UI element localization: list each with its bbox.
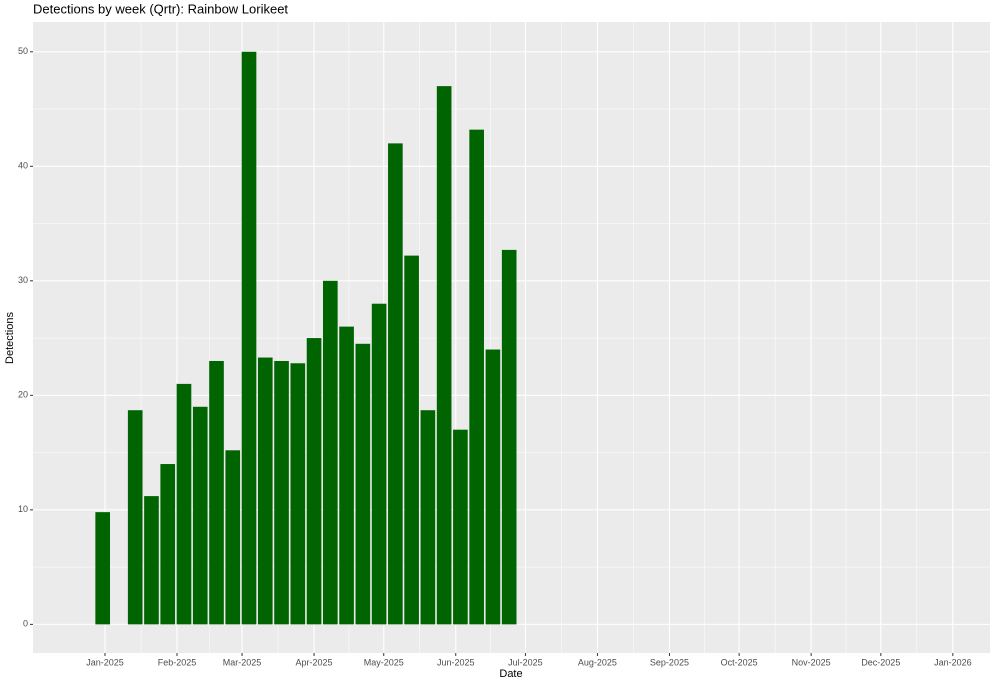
- bar: [225, 450, 241, 625]
- bar: [501, 249, 517, 625]
- bar: [274, 360, 289, 625]
- bar: [404, 255, 419, 625]
- bar: [485, 349, 501, 625]
- bar: [257, 357, 273, 625]
- bar: [436, 86, 452, 625]
- x-axis-title: Date: [499, 668, 522, 680]
- bar: [339, 326, 354, 625]
- bar: [192, 406, 208, 625]
- x-tick-label: Jan-2026: [934, 657, 972, 667]
- x-tick-label: Jul-2025: [508, 657, 543, 667]
- y-tick-label: 0: [23, 619, 28, 629]
- x-tick-label: Dec-2025: [861, 657, 900, 667]
- y-tick-label: 30: [18, 275, 28, 285]
- y-tick-label: 20: [18, 390, 28, 400]
- bar: [160, 464, 176, 625]
- y-axis-title: Detections: [4, 312, 16, 364]
- y-tick-label: 10: [18, 504, 28, 514]
- bar: [323, 280, 338, 625]
- bar: [209, 360, 224, 625]
- x-tick-label: Feb-2025: [158, 657, 197, 667]
- bar: [355, 343, 371, 625]
- bar: [241, 51, 257, 625]
- bars: [95, 51, 517, 625]
- x-tick-label: Apr-2025: [296, 657, 333, 667]
- bar: [469, 129, 484, 625]
- x-tick-label: Nov-2025: [792, 657, 831, 667]
- bar: [95, 512, 111, 625]
- bar: [420, 410, 436, 625]
- x-tick-label: May-2025: [364, 657, 404, 667]
- x-tick-label: Oct-2025: [721, 657, 758, 667]
- x-tick-label: Mar-2025: [223, 657, 262, 667]
- y-tick-label: 40: [18, 161, 28, 171]
- bar: [306, 338, 322, 625]
- bar: [127, 410, 143, 625]
- y-tick-label: 50: [18, 46, 28, 56]
- x-tick-label: Jan-2025: [86, 657, 124, 667]
- x-tick-label: Sep-2025: [650, 657, 689, 667]
- bar: [388, 143, 403, 625]
- bar: [371, 303, 387, 625]
- bar: [290, 363, 306, 625]
- x-tick-label: Aug-2025: [578, 657, 617, 667]
- x-tick-label: Jun-2025: [437, 657, 475, 667]
- bar: [453, 429, 468, 625]
- chart-title: Detections by week (Qrtr): Rainbow Lorik…: [33, 1, 288, 16]
- bar: [176, 383, 192, 625]
- bar: [144, 496, 159, 625]
